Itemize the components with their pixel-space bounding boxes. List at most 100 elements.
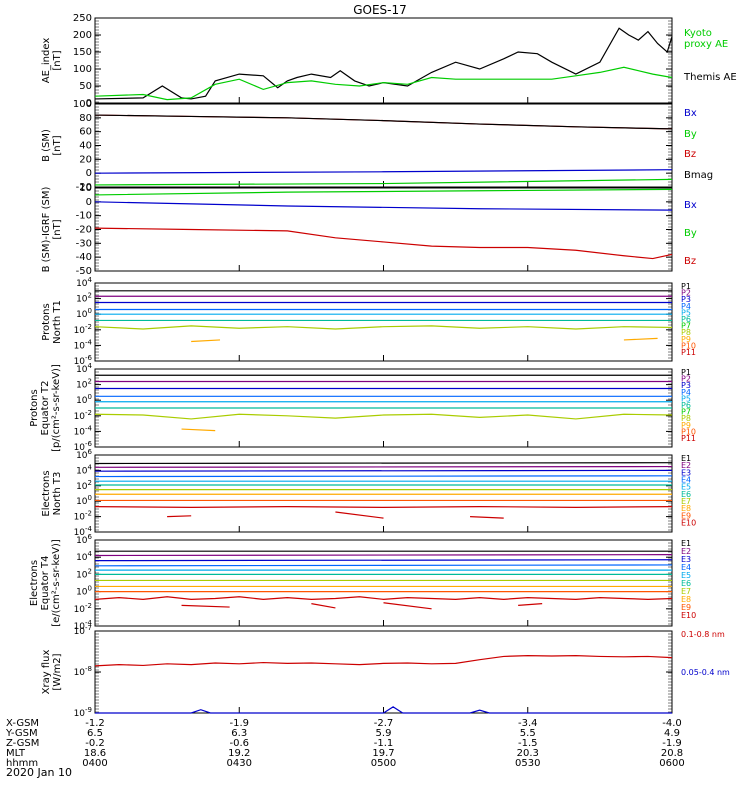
legend-entry: E8	[681, 595, 691, 604]
y-tick-label: 10-4	[74, 424, 93, 437]
panel-pn: 104 102 100 10-2 10-4 10-6 Protons North T1 P1P2…	[41, 276, 696, 367]
legend-entry: Bz	[684, 149, 696, 160]
ephemeris-value: -1.9	[662, 738, 682, 749]
y-tick-label: 10-7	[74, 624, 92, 637]
y-axis-label: B (SM)-IGRF (SM)	[41, 187, 52, 273]
y-tick-label: 150	[73, 47, 92, 58]
legend-entry: P3	[681, 295, 691, 304]
legend-entry: E3	[681, 468, 691, 477]
ephemeris-value: 0530	[515, 758, 540, 769]
series-e10e	[518, 603, 543, 606]
y-tick-label: 200	[73, 30, 92, 41]
y-tick-label: 104	[76, 362, 92, 375]
series-e10	[94, 505, 673, 508]
y-axis-label: Protons	[41, 303, 52, 340]
y-tick-label: 100	[73, 64, 92, 75]
legend-entry: 0.1-0.8 nm	[681, 630, 725, 639]
ephemeris-row-label: MLT	[6, 748, 26, 759]
series-e10c	[335, 511, 384, 519]
legend-entry: E2	[681, 547, 691, 556]
ephemeris-value: -1.2	[85, 718, 105, 729]
series-e10b	[167, 515, 192, 518]
ephemeris-table: X-GSM -1.2 -1.9 -2.7 -3.4 -4.0 Y-GSM 6.5 6.3 5.9 5…	[5, 718, 685, 769]
y-tick-label: 106	[76, 533, 92, 546]
y-tick-label: 60	[79, 127, 92, 138]
y-tick-label: 0	[86, 168, 92, 179]
legend-entry: E1	[681, 454, 691, 463]
series-by	[94, 178, 673, 186]
legend-entry: P11	[681, 348, 696, 357]
ephemeris-row-label: Y-GSM	[5, 728, 38, 739]
legend-entry: 0.05-0.4 nm	[681, 668, 730, 677]
y-axis-label: B (SM)	[41, 129, 52, 162]
legend-entry: Themis AE	[683, 72, 737, 83]
y-tick-label: 102	[76, 479, 92, 492]
panel-frame	[94, 282, 673, 362]
y-tick-label: 10-2	[74, 409, 92, 422]
legend-entry: P11	[681, 434, 696, 443]
panel-xray: 10-7 10-8 10-9 Xray flux [W/m2] 0.1-0.8 nm 0.0…	[41, 624, 730, 719]
y-tick-label: 0	[86, 197, 92, 208]
y-tick-label: 100	[76, 585, 92, 598]
y-tick-label: 100	[76, 393, 92, 406]
panel-bigrf: -50 -40 -30 -20 -10 0 10 B (SM)-IGRF (SM) [nT] Bx…	[41, 183, 697, 277]
y-axis-label: [nT]	[52, 50, 63, 70]
y-axis-label: Electrons	[41, 470, 52, 516]
ephemeris-value: -1.1	[374, 738, 394, 749]
y-tick-label: -30	[76, 238, 92, 249]
series-bx	[94, 201, 673, 211]
ephemeris-row-label: Z-GSM	[6, 738, 39, 749]
series-bz	[94, 227, 673, 260]
series-e2	[94, 554, 673, 557]
legend-entry: P4	[681, 388, 691, 397]
legend-entry: P6	[681, 401, 691, 410]
ephemeris-row-label: hhmm	[6, 758, 38, 769]
legend-entry: P9	[681, 335, 691, 344]
y-tick-label: 104	[76, 276, 92, 289]
ephemeris-value: 19.7	[372, 748, 394, 759]
y-tick-label: 0	[86, 98, 92, 109]
y-axis-label: North T1	[52, 300, 63, 344]
legend-entry: P5	[681, 394, 691, 403]
y-tick-label: 10-2	[74, 510, 92, 523]
ephemeris-value: 6.5	[87, 728, 103, 739]
series-e10	[94, 596, 673, 600]
legend-entry: P3	[681, 381, 691, 390]
ephemeris-value: 20.8	[661, 748, 683, 759]
y-axis-label: [e/(cm²-s-sr-keV)]	[51, 539, 62, 627]
legend-entry: P7	[681, 408, 691, 417]
legend-entry: P1	[681, 368, 691, 377]
ephemeris-value: -4.0	[662, 718, 682, 729]
y-axis-label: Equator T2	[40, 381, 51, 436]
chart-title: GOES-17	[353, 3, 407, 17]
legend-entry: E3	[681, 555, 691, 564]
series-e3	[94, 559, 673, 562]
series-0-05-0-4-nm	[95, 706, 672, 714]
ephemeris-value: 0500	[371, 758, 396, 769]
legend-entry: By	[684, 228, 697, 239]
legend-entry: Kyoto	[684, 28, 712, 39]
y-tick-label: 100	[76, 494, 92, 507]
legend-entry: E7	[681, 587, 691, 596]
legend-entry: P8	[681, 328, 691, 337]
series-bx	[94, 169, 673, 174]
y-axis-label: [p/(cm²-s-sr-keV)]	[51, 364, 62, 452]
y-axis-label: [nT]	[52, 219, 63, 239]
y-tick-label: -50	[76, 266, 92, 277]
y-tick-label: 50	[79, 81, 92, 92]
ephemeris-value: -0.6	[229, 738, 249, 749]
series-e10b	[181, 604, 230, 608]
ephemeris-value: 6.3	[231, 728, 247, 739]
legend-entry: Bz	[684, 256, 696, 267]
y-tick-label: -10	[76, 211, 92, 222]
y-tick-label: -20	[76, 225, 92, 236]
y-tick-label: 250	[73, 13, 92, 24]
series-e2	[94, 465, 673, 468]
legend-entry: P1	[681, 282, 691, 291]
legend-entry: Bx	[684, 108, 697, 119]
y-tick-label: 10-4	[74, 525, 93, 538]
series-e3	[94, 469, 673, 472]
series-p7	[94, 325, 673, 330]
